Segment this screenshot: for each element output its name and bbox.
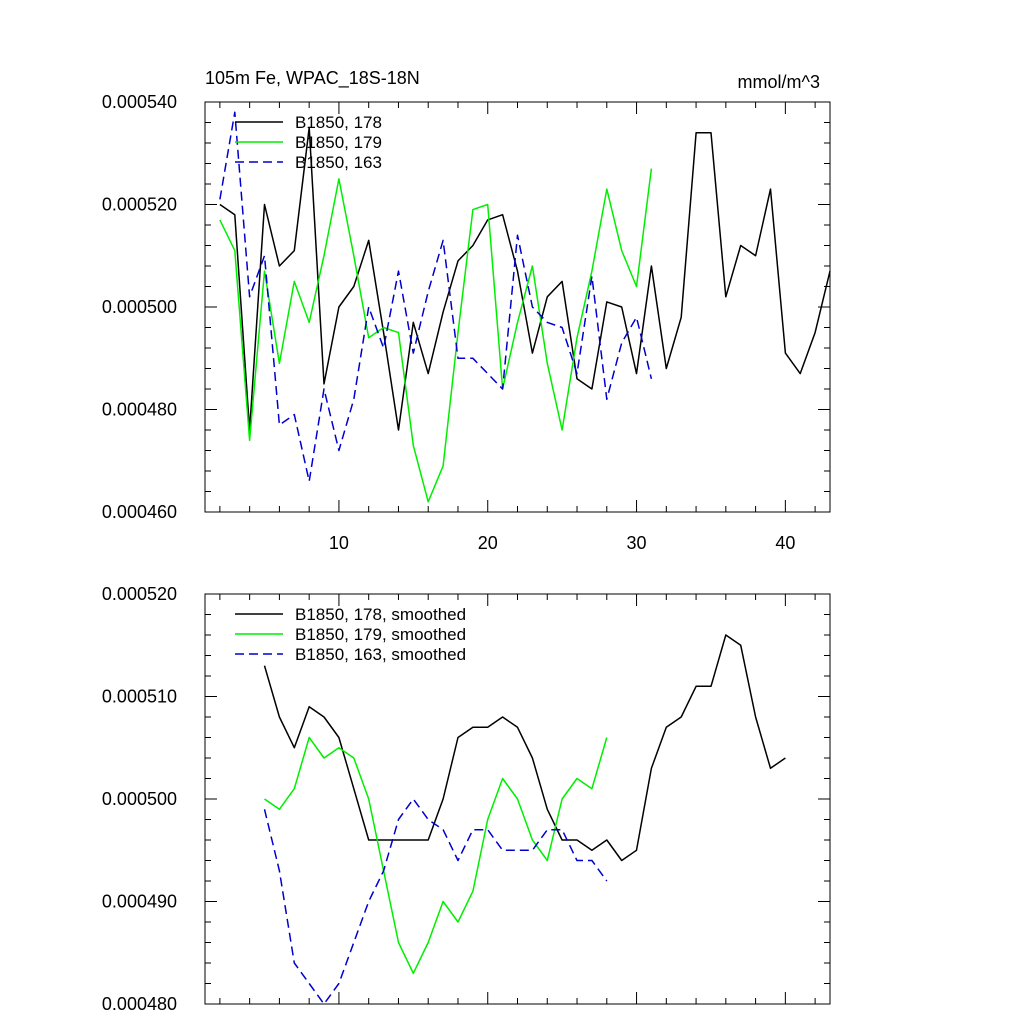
x-tick-label: 40	[775, 533, 795, 553]
legend-label: B1850, 178, smoothed	[295, 605, 466, 624]
series-line-2	[264, 736, 608, 975]
bottom-panel: 0.000480 0.000490 0.000500 0.000510 0.000520…	[102, 584, 831, 1014]
legend-label: B1850, 163	[295, 153, 382, 172]
series-line-3	[263, 798, 608, 1005]
legend-label: B1850, 163, smoothed	[295, 645, 466, 664]
y-tick-label: 0.000510	[102, 687, 177, 707]
series-line-1	[219, 126, 831, 431]
series-line-1	[263, 634, 786, 862]
y-tick-label: 0.000520	[102, 195, 177, 215]
legend-label: B1850, 179, smoothed	[295, 625, 466, 644]
x-tick-label: 30	[627, 533, 647, 553]
y-tick-label: 0.000490	[102, 892, 177, 912]
y-tick-label: 0.000480	[102, 400, 177, 420]
x-tick-label: 20	[478, 533, 498, 553]
chart-units: mmol/m^3	[738, 72, 820, 92]
y-tick-label: 0.000500	[102, 297, 177, 317]
x-tick-label: 10	[329, 533, 349, 553]
legend-label: B1850, 178	[295, 113, 382, 132]
series-line-2	[219, 168, 653, 503]
top-panel: 0.000460 0.000480 0.000500 0.000520 0.000540…	[102, 92, 831, 553]
chart-title: 105m Fe, WPAC_18S-18N	[205, 68, 420, 89]
legend-label: B1850, 179	[295, 133, 382, 152]
y-tick-label: 0.000520	[102, 584, 177, 604]
y-tick-label: 0.000540	[102, 92, 177, 112]
y-tick-label: 0.000460	[102, 502, 177, 522]
y-tick-label: 0.000500	[102, 789, 177, 809]
y-tick-label: 0.000480	[102, 994, 177, 1014]
